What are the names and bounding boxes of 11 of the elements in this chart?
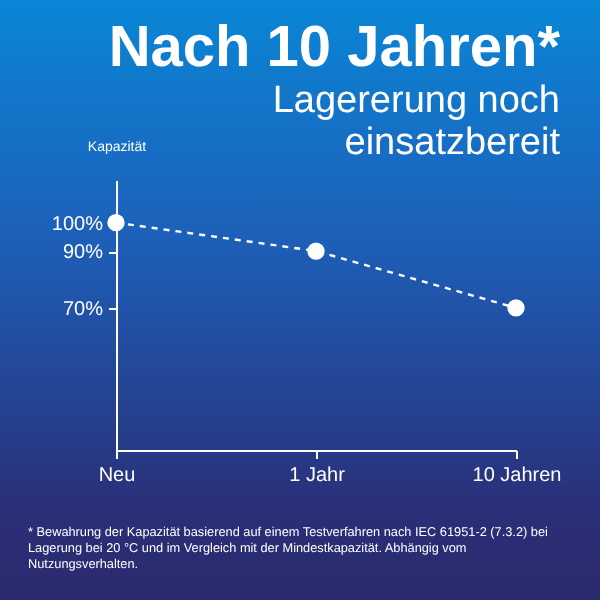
- y-tick-label: 90%: [62, 242, 104, 265]
- point: [507, 299, 525, 317]
- point: [307, 242, 325, 260]
- point: [107, 213, 125, 232]
- chart-subtitle: Lagererung noch einsatzbereit: [270, 80, 560, 164]
- y-tick-label: 100%: [51, 213, 104, 236]
- x-tick-label: 1 Jahr: [289, 465, 347, 487]
- x-tick-label: 10 Jahren: [472, 465, 562, 487]
- x-tick-label: Neu: [98, 465, 136, 487]
- y-tick-label: 70%: [62, 298, 104, 321]
- chart-title: Nach 10 Jahren*: [108, 16, 560, 80]
